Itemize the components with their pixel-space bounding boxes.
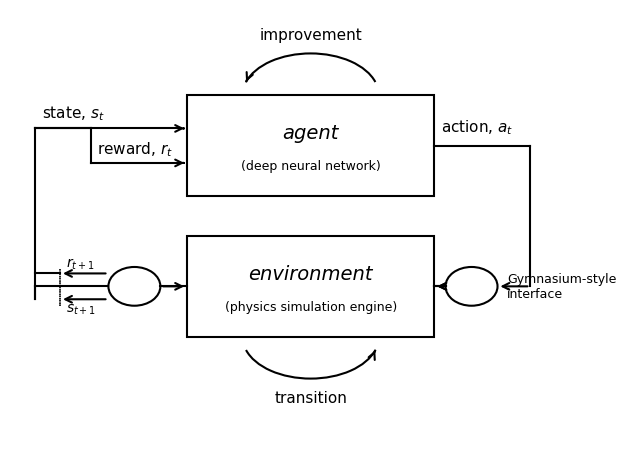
Text: transition: transition [275, 390, 347, 405]
Text: $r_{t+1}$: $r_{t+1}$ [67, 256, 95, 271]
Text: (physics simulation engine): (physics simulation engine) [225, 300, 397, 313]
Text: improvement: improvement [259, 28, 362, 43]
Text: reward, $r_t$: reward, $r_t$ [97, 140, 173, 159]
Text: agent: agent [282, 124, 339, 143]
Text: Gymnasium-style
interface: Gymnasium-style interface [507, 273, 616, 300]
Text: state, $s_t$: state, $s_t$ [42, 104, 104, 122]
Circle shape [445, 268, 497, 306]
Circle shape [108, 268, 161, 306]
FancyBboxPatch shape [187, 96, 435, 197]
Text: environment: environment [248, 264, 373, 283]
Text: action, $a_t$: action, $a_t$ [440, 119, 513, 137]
Text: (deep neural network): (deep neural network) [241, 160, 381, 173]
FancyBboxPatch shape [187, 236, 435, 338]
Text: $s_{t+1}$: $s_{t+1}$ [67, 302, 97, 316]
